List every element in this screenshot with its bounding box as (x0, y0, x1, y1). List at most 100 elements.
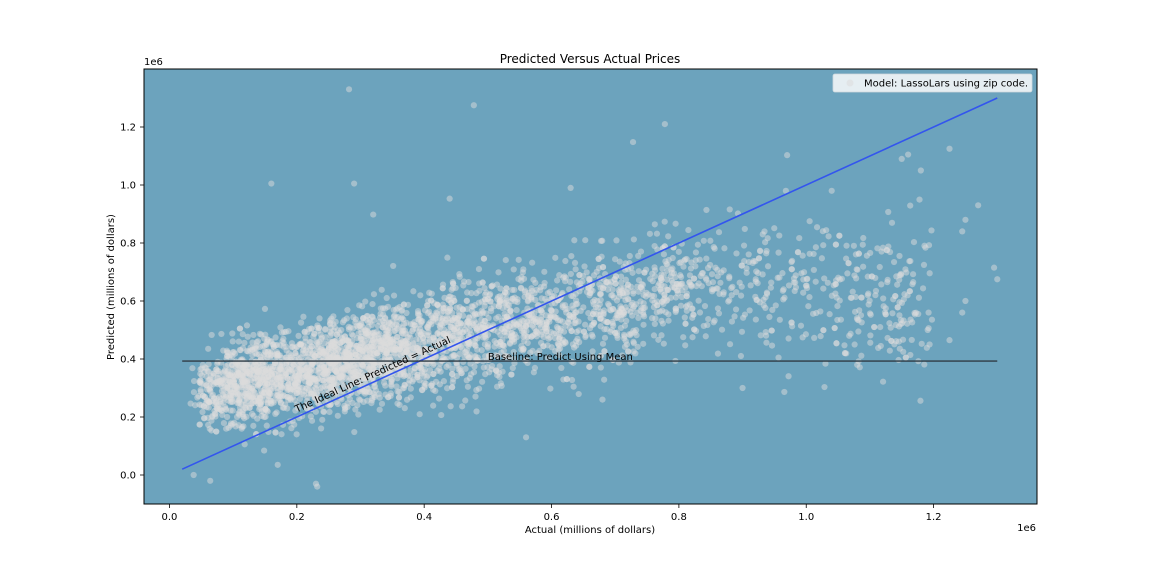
scatter-point (733, 289, 740, 296)
scatter-point (262, 413, 269, 420)
scatter-point (414, 371, 421, 378)
scatter-point (641, 269, 648, 276)
scatter-point (726, 273, 733, 280)
scatter-point (532, 319, 539, 326)
scatter-point (877, 324, 884, 331)
scatter-point (797, 322, 805, 329)
scatter-point (292, 350, 299, 357)
scatter-point (597, 352, 604, 359)
scatter-point (463, 297, 470, 304)
scatter-point (540, 343, 547, 350)
scatter-point (478, 347, 485, 354)
scatter-point (650, 332, 658, 339)
scatter-point (421, 382, 428, 389)
scatter-point (691, 326, 698, 333)
scatter-point (261, 305, 269, 313)
scatter-point (820, 285, 827, 292)
scatter-point (256, 343, 264, 351)
scatter-point (663, 260, 670, 268)
scatter-point (603, 326, 610, 333)
scatter-point (227, 407, 234, 414)
scatter-point (334, 412, 341, 419)
reference-lines (181, 97, 998, 470)
scatter-point (741, 225, 748, 233)
scatter-point (194, 394, 201, 401)
scatter-point (701, 302, 709, 310)
scatter-point (775, 354, 782, 361)
scatter-point (448, 299, 455, 306)
scatter-point (726, 206, 733, 213)
scatter-point (434, 329, 441, 337)
scatter-point (438, 411, 445, 419)
scatter-point (537, 284, 544, 291)
scatter-point (665, 317, 672, 324)
scatter-point (847, 294, 854, 301)
scatter-point (677, 302, 685, 309)
scatter-point (450, 326, 458, 333)
scatter-point (237, 356, 245, 363)
scatter-point (501, 353, 509, 360)
scatter-point (915, 294, 922, 301)
scatter-point (905, 151, 912, 158)
scatter-point (619, 352, 626, 359)
scatter-point (834, 303, 841, 310)
scatter-point (753, 296, 760, 304)
scatter-point (284, 393, 291, 401)
scatter-point (640, 321, 647, 328)
scatter-point (293, 431, 300, 438)
ideal-line (181, 97, 998, 470)
scatter-point (649, 315, 656, 322)
scatter-point (900, 348, 907, 355)
scatter-point (909, 271, 917, 278)
scatter-point (640, 291, 647, 299)
scatter-point (316, 338, 323, 346)
scatter-point (898, 155, 905, 162)
scatter-point (747, 282, 754, 289)
scatter-point (855, 250, 862, 257)
y-tick-label: 0.4 (120, 355, 136, 366)
scatter-point (542, 324, 549, 331)
scatter-point (205, 404, 212, 411)
scatter-point (700, 322, 707, 330)
legend-label: Model: LassoLars using zip code. (864, 79, 1028, 90)
scatter-point (371, 369, 378, 376)
scatter-point (256, 380, 264, 387)
scatter-point (800, 269, 808, 276)
scatter-point (877, 342, 884, 350)
scatter-point (726, 341, 734, 348)
scatter-point (271, 370, 278, 378)
scatter-point (640, 340, 647, 347)
scatter-point (812, 278, 819, 285)
scatter-point (696, 309, 704, 316)
scatter-point (321, 326, 329, 333)
scatter-point (509, 295, 516, 302)
scatter-point (680, 334, 687, 341)
scatter-point (585, 310, 592, 317)
scatter-point (322, 390, 329, 397)
scatter-point (595, 255, 602, 262)
scatter-point (599, 396, 606, 403)
scatter-point (487, 305, 495, 312)
scatter-point (627, 331, 634, 339)
scatter-point (245, 390, 252, 397)
scatter-point (564, 305, 571, 312)
scatter-point (551, 300, 559, 307)
scatter-point (588, 331, 596, 338)
scatter-point (886, 347, 893, 354)
scatter-point (338, 365, 346, 373)
scatter-point (436, 365, 443, 372)
scatter-point (878, 281, 885, 288)
scatter-point (732, 306, 740, 313)
scatter-point (923, 344, 930, 351)
baseline-label: Baseline: Predict Using Mean (488, 352, 633, 363)
scatter-point (646, 230, 654, 237)
scatter-point (345, 384, 352, 391)
scatter-point (277, 342, 284, 349)
scatter-point (201, 415, 208, 422)
scatter-point (333, 331, 341, 338)
scatter-point (745, 251, 752, 258)
scatter-point (699, 269, 706, 277)
scatter-point (826, 311, 833, 318)
scatter-point (234, 362, 241, 369)
scatter-point (280, 382, 287, 389)
